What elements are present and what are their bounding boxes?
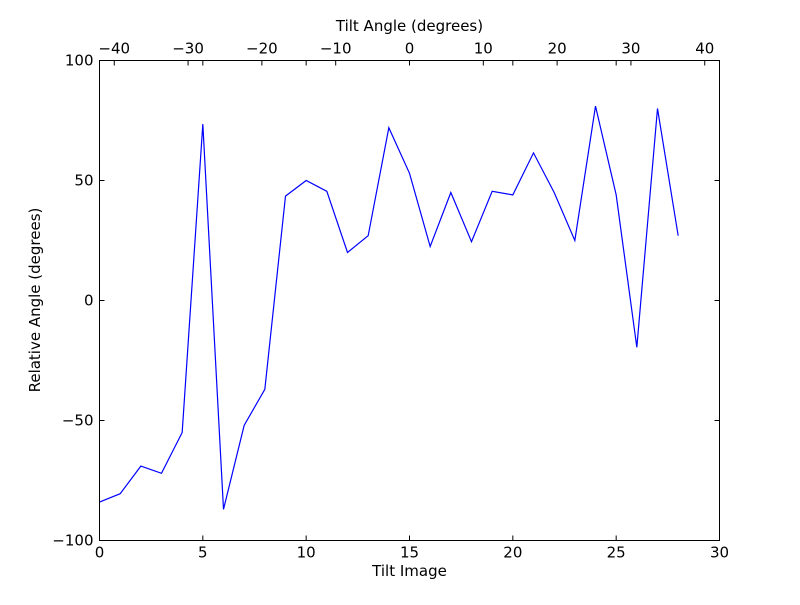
x2-tick-label: −20 [246,40,278,58]
x-tick-label: 30 [710,544,729,562]
x-tick-label: 15 [400,544,419,562]
x2-tick-label: 30 [621,40,640,58]
y-tick-label: −100 [52,532,93,550]
x2-tick-label: 10 [474,40,493,58]
x2-tick-label: 40 [695,40,714,58]
x-tick-label: 5 [198,544,208,562]
series-line [100,106,679,509]
y-tick-label: 100 [65,52,94,70]
x2-tick-label: −40 [98,40,130,58]
x2-tick-label: 20 [548,40,567,58]
x2-tick-label: 0 [405,40,415,58]
plot-frame [100,61,720,541]
x2-axis-label: Tilt Angle (degrees) [335,17,483,35]
y-tick-label: 0 [84,292,94,310]
y-axis-label: Relative Angle (degrees) [26,208,44,393]
x-tick-label: 10 [297,544,316,562]
y-tick-label: −50 [62,412,94,430]
x-tick-label: 25 [607,544,626,562]
x-tick-label: 0 [95,544,105,562]
x-tick-label: 20 [503,544,522,562]
x-axis-label: Tilt Image [371,562,447,580]
ticks [100,61,720,541]
x2-tick-label: −30 [172,40,204,58]
series [99,106,678,509]
y-tick-label: 50 [74,172,93,190]
x2-tick-label: −10 [320,40,352,58]
